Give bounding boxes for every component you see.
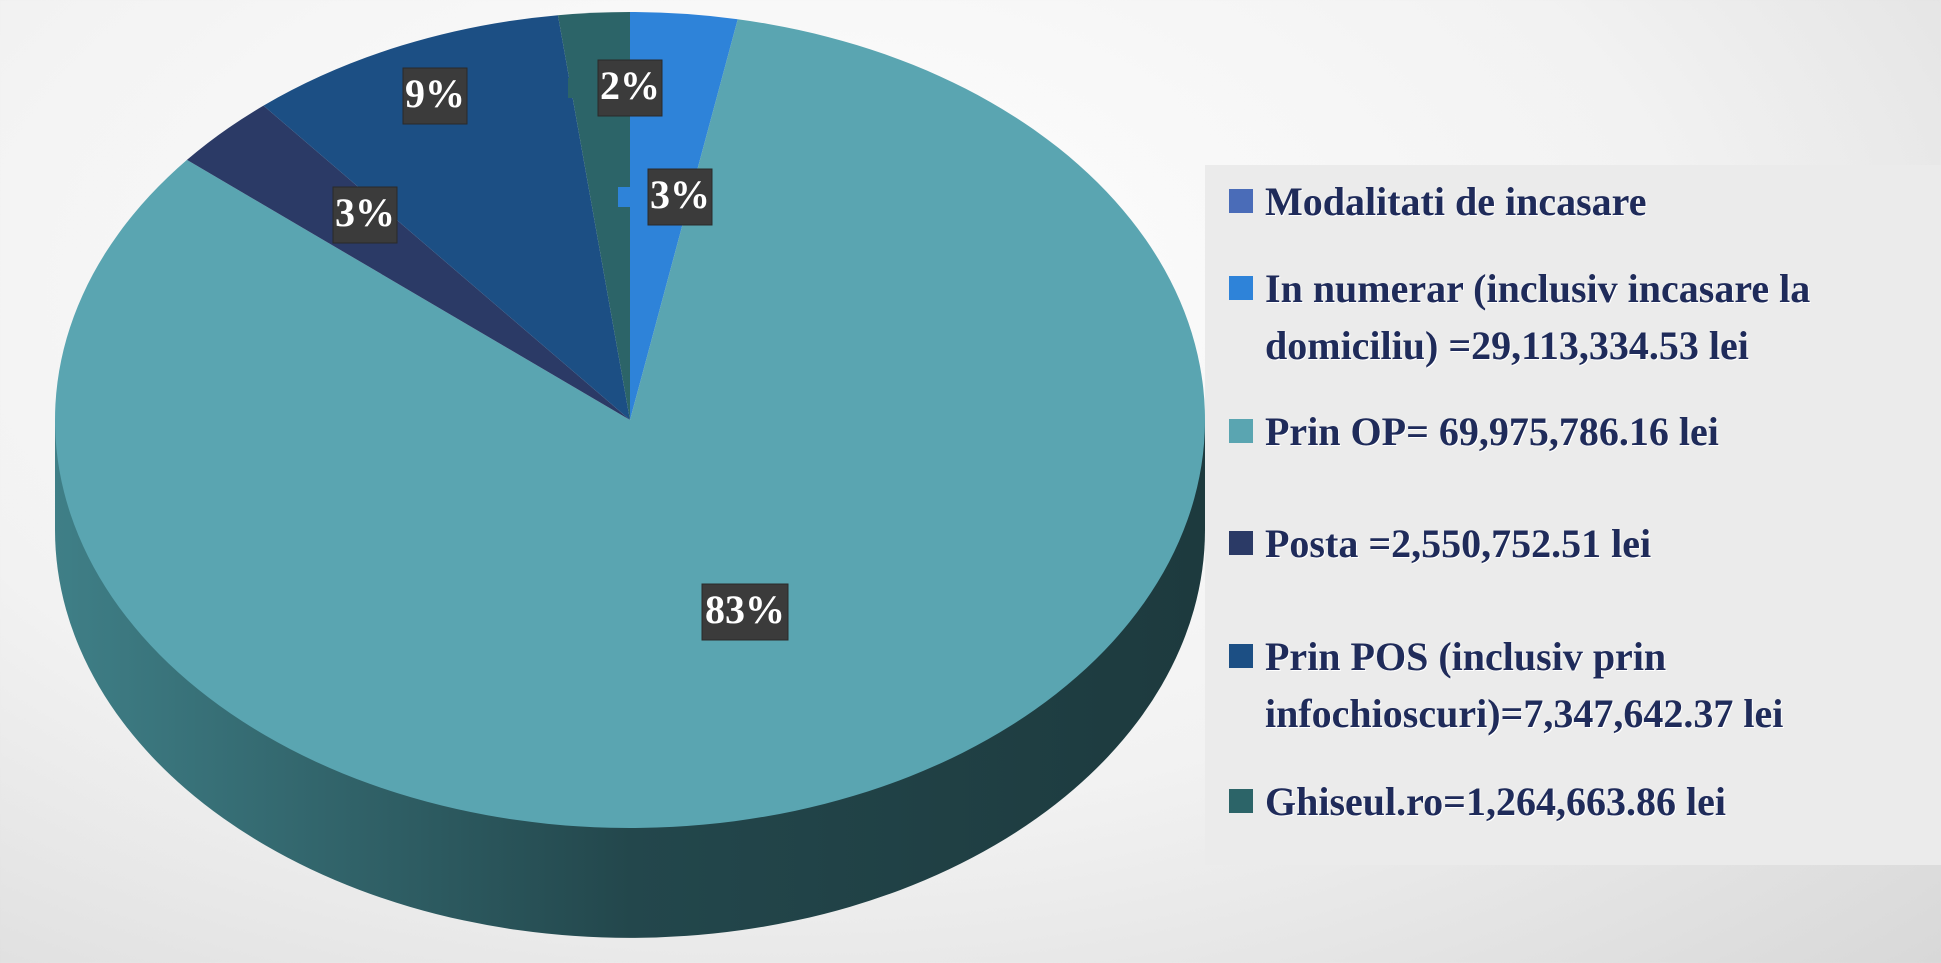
label-swatch	[303, 205, 323, 225]
data-label: 83%	[705, 587, 785, 632]
data-label: 3%	[335, 190, 395, 235]
label-box	[332, 186, 398, 244]
legend-swatch	[1229, 419, 1253, 443]
legend-label: Prin POS (inclusiv prin infochioscuri)=7…	[1265, 634, 1784, 736]
label-swatch	[568, 78, 588, 98]
label-box	[647, 168, 713, 226]
legend-swatch	[1229, 276, 1253, 300]
label-swatch	[672, 602, 692, 622]
legend: Modalitati de incasare In numerar (inclu…	[1205, 165, 1941, 865]
data-label: 2%	[600, 63, 660, 108]
chart: 3% 83% 3% 9% 2%	[54, 12, 1205, 938]
pie-slice	[263, 15, 630, 421]
legend-swatch	[1229, 531, 1253, 555]
legend-label: In numerar (inclusiv incasare la domicil…	[1265, 266, 1811, 368]
legend-label: Posta =2,550,752.51 lei	[1265, 521, 1652, 566]
pie-slice	[186, 105, 630, 420]
pie-slice	[54, 19, 1205, 829]
label-box	[597, 59, 663, 117]
pie-slices	[54, 12, 1205, 829]
data-label: 9%	[405, 71, 465, 116]
data-labels: 3% 83% 3% 9% 2%	[303, 59, 789, 641]
label-box	[402, 67, 468, 125]
label-swatch	[373, 86, 393, 106]
legend-label: Modalitati de incasare	[1265, 179, 1647, 224]
label-box	[701, 583, 789, 641]
legend-label: Prin OP= 69,975,786.16 lei	[1265, 409, 1719, 454]
legend-swatch	[1229, 789, 1253, 813]
legend-label: Ghiseul.ro=1,264,663.86 lei	[1265, 779, 1726, 824]
legend-swatch	[1229, 189, 1253, 213]
data-label: 3%	[650, 172, 710, 217]
legend-swatch	[1229, 644, 1253, 668]
label-swatch	[618, 187, 638, 207]
